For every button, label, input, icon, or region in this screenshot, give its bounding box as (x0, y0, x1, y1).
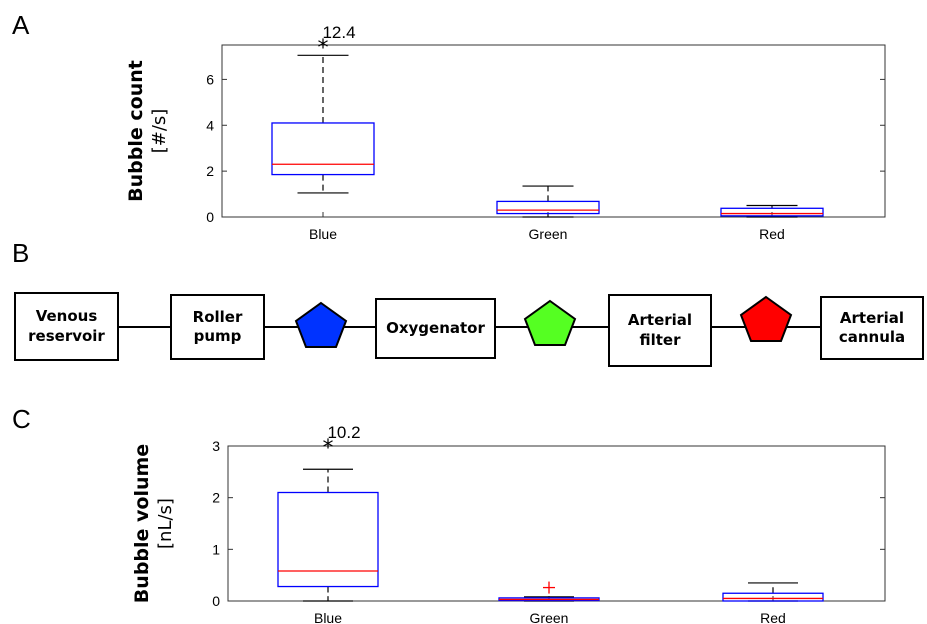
volume-xtick-label-green: Green (530, 610, 569, 624)
volume-box-blue (277, 491, 379, 588)
count-ylabel: Bubble count (125, 60, 147, 202)
count-box-red (720, 207, 824, 217)
count-ylabel-group: Bubble count [#/s] (125, 60, 170, 202)
count-ytick-label-1: 2 (206, 163, 214, 179)
panel-label-b: B (12, 238, 30, 268)
volume-ylabel-group: Bubble volume [nL/s] (131, 444, 176, 603)
volume-outlier-label-blue-0: 10.2 (327, 423, 360, 442)
volume-ytick-label-0: 0 (212, 593, 220, 609)
node-oxygenator: Oxygenator (375, 298, 496, 359)
volume-outlier-blue-0: * (323, 436, 334, 461)
link-3 (496, 326, 608, 328)
count-box-green (496, 200, 600, 215)
count-ytick-label-3: 6 (206, 71, 214, 87)
node-venous-reservoir: Venous reservoir (14, 292, 119, 361)
count-box-blue (271, 122, 375, 176)
panel-label-a: A (12, 10, 30, 40)
count-xtick-label-green: Green (529, 226, 568, 242)
volume-ytick-label-1: 1 (212, 541, 220, 557)
volume-xtick-label-blue: Blue (314, 610, 342, 624)
count-outlier-label-blue-0: 12.4 (322, 23, 355, 42)
node-roller-pump: Roller pump (170, 294, 265, 360)
node-arterial-cannula: Arterial cannula (820, 296, 924, 360)
volume-ylabel-unit: [nL/s] (155, 498, 176, 549)
count-ytick-label-2: 4 (206, 117, 214, 133)
volume-ylabel: Bubble volume (131, 444, 153, 603)
volume-xtick-label-red: Red (760, 610, 786, 624)
volume-box-red (722, 592, 824, 602)
count-xtick-label-red: Red (759, 226, 785, 242)
count-ylabel-unit: [#/s] (149, 109, 170, 154)
node-arterial-filter: Arterial filter (608, 294, 712, 367)
volume-ytick-label-3: 3 (212, 438, 220, 454)
panel-label-c: C (12, 404, 31, 434)
count-ytick-label-0: 0 (206, 209, 214, 225)
link-4 (712, 326, 820, 328)
count-outlier-blue-0: * (318, 36, 329, 61)
link-2 (265, 326, 375, 328)
count-xtick-label-blue: Blue (309, 226, 337, 242)
volume-ytick-label-2: 2 (212, 490, 220, 506)
link-1 (118, 326, 170, 328)
